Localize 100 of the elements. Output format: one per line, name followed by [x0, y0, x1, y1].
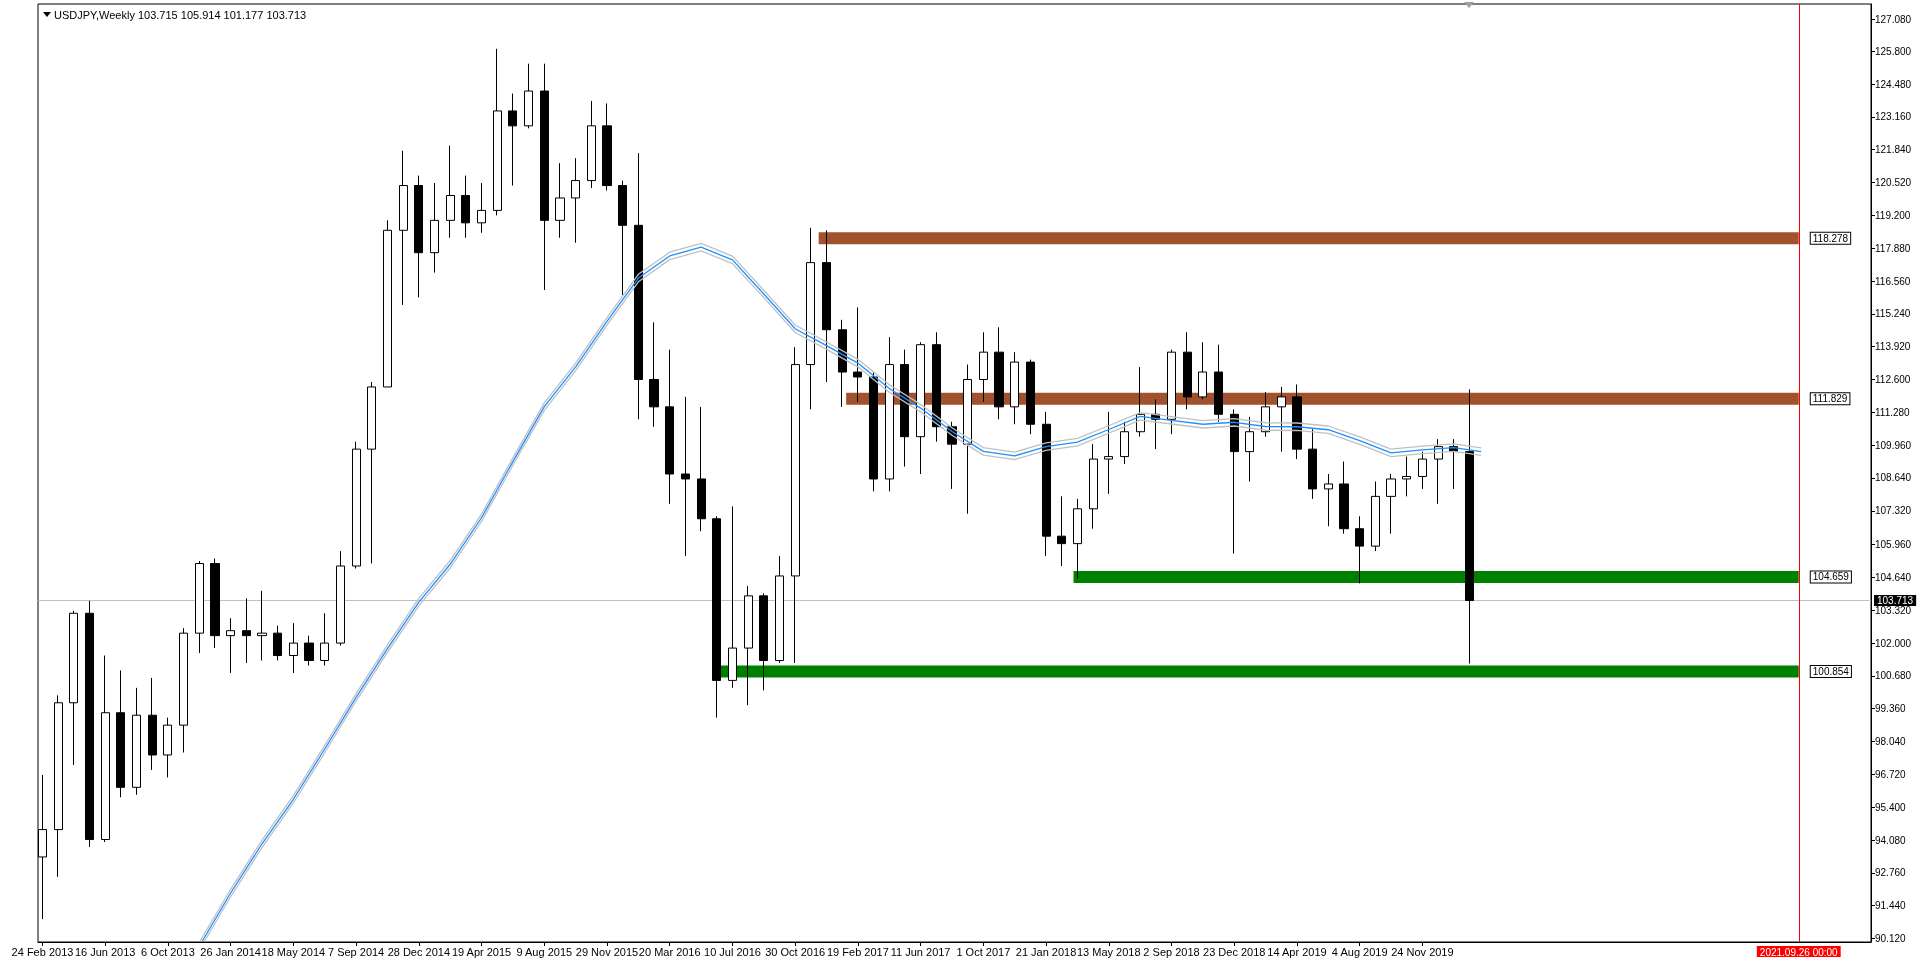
y-tick-label: 98.040 — [1875, 736, 1907, 748]
candlestick — [587, 100, 596, 189]
candlestick — [900, 349, 909, 468]
x-tick-label: 1 Oct 2017 — [956, 945, 1011, 958]
x-tick-label: 10 Jul 2016 — [704, 945, 761, 958]
candlestick — [540, 63, 549, 291]
x-tick-label: 18 May 2014 — [261, 945, 326, 958]
x-tick-label: 4 Aug 2019 — [1331, 945, 1388, 958]
x-tick-label: 2 Sep 2018 — [1143, 945, 1200, 958]
x-tick-label: 14 Apr 2019 — [1267, 945, 1327, 958]
candlestick — [1418, 451, 1427, 490]
y-tick-label: 96.720 — [1875, 768, 1907, 780]
candlestick — [1245, 416, 1254, 482]
candlestick — [979, 331, 988, 403]
y-tick-label: 107.320 — [1875, 505, 1912, 517]
data-label: 111.829 — [1812, 393, 1848, 405]
y-tick-label: 92.760 — [1875, 867, 1907, 879]
candlestick — [555, 162, 565, 239]
candlestick — [602, 102, 612, 192]
x-tick-label: 30 Oct 2016 — [765, 945, 826, 958]
candlestick — [869, 371, 878, 492]
data-label: 118.278 — [1812, 232, 1849, 244]
candlestick — [148, 677, 157, 771]
y-tick-label: 104.640 — [1875, 571, 1912, 583]
x-tick-label: 26 Jan 2014 — [200, 945, 261, 958]
x-tick-label: 29 Nov 2015 — [575, 945, 639, 958]
y-tick-label: 125.800 — [1875, 45, 1912, 57]
data-label: 100.854 — [1812, 666, 1850, 678]
x-tick-label: 16 Jun 2013 — [74, 945, 136, 958]
candlestick — [838, 319, 847, 408]
candlestick — [242, 597, 251, 664]
candlestick — [806, 227, 815, 410]
candlestick — [1465, 388, 1474, 665]
candlestick — [885, 336, 894, 492]
candlestick — [446, 145, 455, 239]
candlestick — [195, 560, 204, 654]
candlestick — [414, 175, 423, 298]
candlestick — [304, 635, 314, 666]
y-tick-label: 94.080 — [1875, 834, 1907, 846]
candlestick — [1089, 443, 1098, 530]
candlestick — [85, 600, 94, 848]
candlestick — [336, 550, 345, 647]
candlestick — [1230, 408, 1239, 555]
candlestick — [352, 441, 361, 569]
candlestick — [697, 406, 706, 532]
candlestick — [728, 505, 737, 689]
x-tick-label: 23 Dec 2018 — [1203, 945, 1266, 958]
candlestick — [430, 182, 439, 274]
y-tick-label: 105.960 — [1875, 539, 1912, 551]
candlestick — [383, 219, 392, 388]
x-tick-label: 6 Oct 2013 — [141, 945, 195, 958]
candlestick — [101, 655, 110, 843]
candlestick — [571, 157, 580, 244]
x-tick-label: 24 Feb 2013 — [11, 945, 74, 958]
candlestick — [1198, 341, 1207, 400]
candlestick — [822, 229, 831, 383]
candlestick — [963, 364, 972, 515]
candlestick — [791, 346, 800, 664]
y-tick-label: 95.400 — [1875, 801, 1907, 813]
candlestick — [634, 152, 643, 420]
candlestick — [712, 515, 721, 719]
candlestick — [399, 150, 408, 306]
candlestick — [1026, 359, 1035, 435]
data-label: 104.659 — [1812, 571, 1850, 583]
candlestick — [320, 612, 329, 666]
candlestick — [273, 625, 282, 661]
y-tick-label: 117.880 — [1875, 242, 1911, 254]
candlestick — [1402, 456, 1411, 497]
candlestick — [179, 627, 188, 754]
x-tick-label: 21 Jan 2018 — [1015, 945, 1077, 958]
y-tick-label: 127.080 — [1875, 13, 1912, 25]
y-tick-label: 111.280 — [1875, 406, 1911, 418]
x-tick-label: 28 Dec 2014 — [387, 945, 451, 958]
candlestick — [1355, 515, 1364, 584]
chart-title: USDJPY,Weekly 103.715 105.914 101.177 103.713 — [54, 8, 307, 21]
candlestick — [649, 321, 659, 428]
y-tick-label: 115.240 — [1875, 308, 1911, 320]
candlestick — [1010, 351, 1019, 425]
candlestick — [69, 610, 78, 766]
candlestick — [116, 669, 125, 798]
candlestick — [132, 687, 141, 796]
y-tick-label: 91.440 — [1875, 900, 1907, 912]
y-tick-label: 121.840 — [1875, 144, 1912, 156]
x-tick-label: 19 Feb 2017 — [827, 945, 889, 958]
ref-line-label: 2021.09.26 00:00 — [1759, 946, 1839, 958]
y-tick-label: 116.560 — [1875, 275, 1911, 287]
candlestick — [1120, 421, 1129, 465]
candlestick — [1057, 495, 1066, 567]
candlestick — [759, 592, 768, 691]
candlestick — [665, 349, 674, 505]
candlestick — [367, 381, 376, 565]
candlestick — [681, 396, 690, 557]
candlestick — [1167, 349, 1176, 435]
y-tick-label: 103.320 — [1875, 604, 1912, 616]
ref-line-label: 103.713 — [1877, 595, 1914, 607]
candlestick — [1324, 473, 1333, 527]
x-tick-label: 24 Nov 2019 — [1391, 945, 1454, 958]
y-tick-label: 100.680 — [1875, 670, 1912, 682]
x-tick-label: 19 Apr 2015 — [451, 945, 512, 958]
candlestick — [932, 331, 941, 443]
